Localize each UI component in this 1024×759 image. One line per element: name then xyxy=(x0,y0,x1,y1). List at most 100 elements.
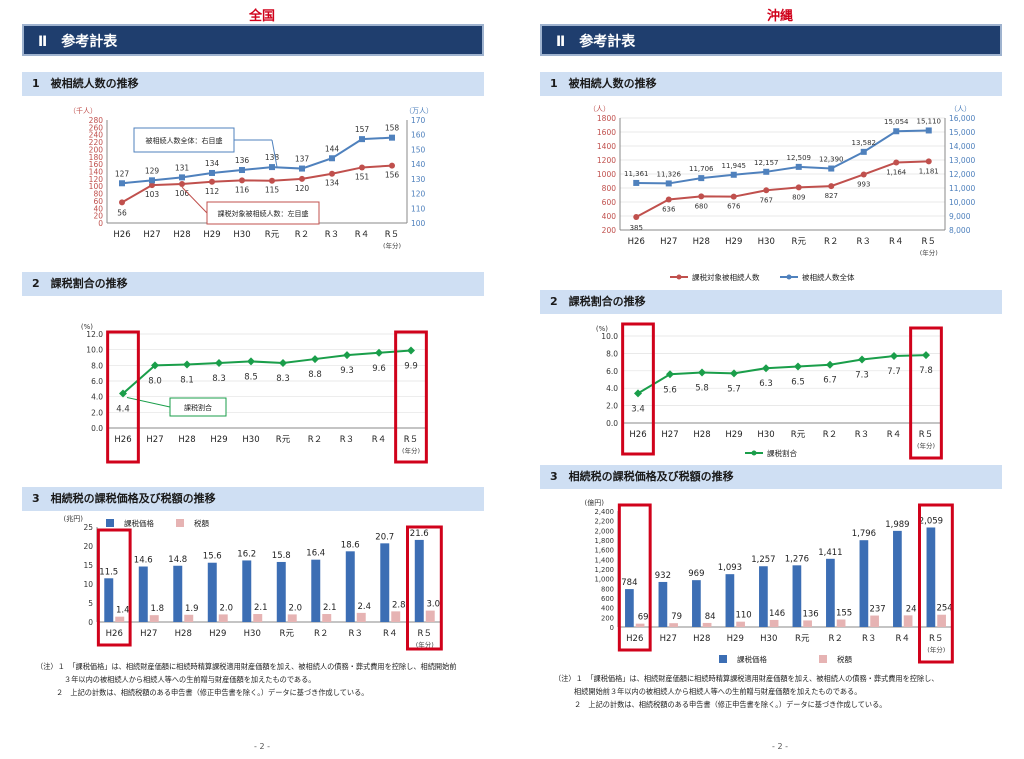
data-point xyxy=(359,136,365,143)
y-tick-label: 0 xyxy=(88,618,93,627)
data-label: 103 xyxy=(145,190,160,199)
data-point xyxy=(925,127,932,134)
x-tick-label: R２ xyxy=(295,230,309,240)
section-heading-2: 2 課税割合の推移 xyxy=(540,290,1002,314)
left-tick-label: 120 xyxy=(89,175,104,184)
legend-marker xyxy=(676,274,682,280)
left-tick-label: 20 xyxy=(93,212,103,221)
series-line xyxy=(635,160,929,218)
note-line: （注）１ 「課税価格」は、相続財産価額に相続時精算課税適用財産価額を加え、被相続… xyxy=(36,662,457,671)
bar xyxy=(669,623,678,627)
bar xyxy=(115,616,125,622)
bar xyxy=(792,565,802,627)
data-point xyxy=(119,389,127,398)
y-tick-label: 600 xyxy=(601,595,614,603)
data-label: 146 xyxy=(769,609,785,619)
data-label: 116 xyxy=(235,185,250,194)
x-tick-label: R２ xyxy=(824,237,838,247)
left-tick-label: 200 xyxy=(89,145,104,154)
y-unit-label: (%) xyxy=(81,323,93,331)
data-label: 8.3 xyxy=(276,374,290,384)
left-tick-label: 220 xyxy=(89,138,104,147)
x-tick-label: H26 xyxy=(626,634,643,644)
data-label: 69 xyxy=(638,613,649,623)
data-label: 11,361 xyxy=(624,170,649,178)
x-tick-label: H29 xyxy=(210,435,227,445)
chart-decedents: 200 400 600 800 1000 1200 1400 1600 1800 8,000 9,0… xyxy=(589,105,975,282)
data-label: 2.1 xyxy=(254,603,268,613)
y-tick-label: 25 xyxy=(83,523,93,532)
data-label: 385 xyxy=(630,224,643,232)
left-tick-label: 200 xyxy=(602,226,617,235)
y-tick-label: 6.0 xyxy=(606,367,618,376)
right-tick-label: 110 xyxy=(411,204,426,213)
bar xyxy=(736,621,745,627)
left-tick-label: 1000 xyxy=(597,170,616,179)
x-tick-label: H29 xyxy=(727,634,744,644)
data-label: 809 xyxy=(792,193,805,201)
legend-swatch xyxy=(819,655,827,663)
right-tick-label: 150 xyxy=(411,145,426,154)
bar xyxy=(138,566,148,622)
data-label: 7.7 xyxy=(887,367,901,377)
x-tick-label: R３ xyxy=(349,629,363,639)
data-point xyxy=(893,128,900,135)
highlight-box xyxy=(96,528,132,647)
data-point xyxy=(119,199,125,206)
x-tick-label: H27 xyxy=(146,435,163,445)
data-label: 1,411 xyxy=(818,548,842,558)
chart-tax-ratio: 0.0 2.0 4.0 6.0 8.0 10.0 12.0(%) H26 H27 H28 H29 H3… xyxy=(81,323,428,464)
data-point xyxy=(119,180,125,187)
data-point xyxy=(299,165,305,172)
page-number: - 2 - xyxy=(772,742,788,751)
legend-label: 課税対象被相続人数 xyxy=(692,272,760,282)
y-tick-label: 1,800 xyxy=(595,537,614,545)
x-tick-label: R４ xyxy=(372,435,386,445)
data-label: 155 xyxy=(836,609,852,619)
data-label: 84 xyxy=(705,612,716,622)
data-label: 158 xyxy=(385,124,400,133)
left-tick-label: 260 xyxy=(89,123,104,132)
series-line xyxy=(121,136,393,185)
data-label: 2,059 xyxy=(919,516,943,526)
section-heading-1: 1 被相続人数の推移 xyxy=(540,72,1002,96)
data-label: 115 xyxy=(265,186,280,195)
right-tick-label: 14,000 xyxy=(949,142,975,151)
data-label: 79 xyxy=(671,612,682,622)
data-label: 151 xyxy=(355,172,370,181)
left-tick-label: 140 xyxy=(89,168,104,177)
y-tick-label: 800 xyxy=(601,585,614,593)
x-tick-label: R３ xyxy=(855,430,869,440)
data-label: 11,945 xyxy=(722,162,747,170)
legend-marker xyxy=(751,450,757,456)
data-label: 7.3 xyxy=(855,370,869,380)
data-label: 137 xyxy=(295,155,310,164)
legend-marker xyxy=(786,274,792,280)
bar xyxy=(836,619,846,627)
data-label: 134 xyxy=(325,179,340,188)
bar xyxy=(859,540,869,627)
bar xyxy=(345,551,355,622)
data-label: 120 xyxy=(295,184,310,193)
data-point xyxy=(179,174,185,181)
data-point xyxy=(633,214,640,221)
data-label: 1,257 xyxy=(751,555,775,565)
data-label: 12,157 xyxy=(754,159,779,167)
bar xyxy=(625,589,634,627)
data-label: 6.7 xyxy=(823,376,837,386)
data-point xyxy=(893,159,900,166)
data-point xyxy=(828,165,835,172)
data-point xyxy=(634,389,642,398)
bar xyxy=(414,539,424,622)
data-label: 1,093 xyxy=(718,563,742,573)
right-tick-label: 140 xyxy=(411,160,426,169)
data-point xyxy=(329,170,335,177)
data-point xyxy=(860,171,867,178)
data-point xyxy=(215,358,223,367)
y-tick-label: 10.0 xyxy=(601,332,618,341)
x-tick-label: H27 xyxy=(140,629,157,639)
data-point xyxy=(209,169,215,176)
data-point xyxy=(730,193,737,200)
data-label: 5.8 xyxy=(695,384,709,394)
left-tick-label: 1200 xyxy=(597,156,616,165)
